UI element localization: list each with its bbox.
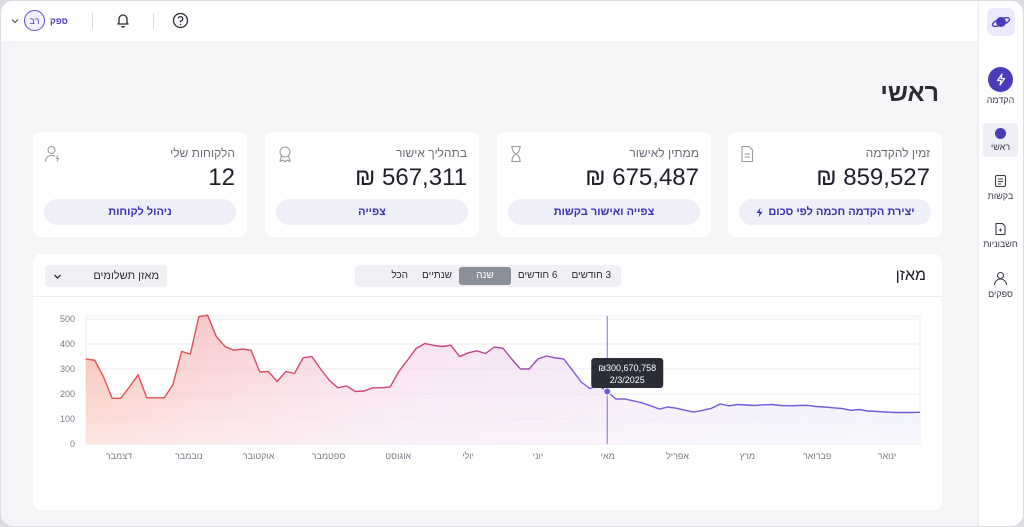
view-label: צפייה <box>358 206 386 218</box>
avatar[interactable]: רב <box>24 10 45 31</box>
divider <box>153 13 154 29</box>
balance-line <box>85 314 921 414</box>
hourglass-icon <box>511 145 521 163</box>
panel-divider <box>33 296 942 297</box>
x-tick-label: אוגוסט <box>385 451 411 461</box>
card-value: 12 <box>208 164 235 191</box>
x-tick-label: פברואר <box>803 451 831 461</box>
manage-clients-button[interactable]: ניהול לקוחות <box>44 199 236 225</box>
balance-panel: מאזן 3 חודשים 6 חודשים שנה שנתיים הכל מא… <box>33 254 942 510</box>
view-button[interactable]: צפייה <box>276 199 468 225</box>
balance-area-fade <box>86 315 920 444</box>
card-title: הלקוחות שלי <box>170 146 235 160</box>
page-title: ראשי <box>880 79 939 107</box>
sidebar: הקדמה ראשי בקשות חשבוניות ספקים <box>978 1 1023 526</box>
card-title: בתהליך אישור <box>396 146 467 160</box>
period-tabs: 3 חודשים 6 חודשים שנה שנתיים הכל <box>355 265 621 287</box>
y-tick-label: 100 <box>60 414 75 424</box>
document-icon <box>741 145 754 163</box>
card-title: זמין להקדמה <box>865 146 930 160</box>
card-value: 859,527 ₪ <box>816 164 930 191</box>
tab-year[interactable]: שנה <box>458 267 511 285</box>
balance-type-select[interactable]: מאזן תשלומים <box>45 265 167 287</box>
x-tick-label: אפריל <box>666 451 689 461</box>
balance-chart: 0 100 200 300 400 500 ינואר פברואר מרץ אפריל מאי י… <box>60 314 921 461</box>
x-tick-label: נובמבר <box>175 451 203 461</box>
bell-icon[interactable] <box>115 12 131 29</box>
view-approve-label: צפייה ואישור בקשות <box>553 206 655 218</box>
user-menu[interactable]: רב ספק <box>11 10 68 31</box>
tooltip-value: ₪300,670,758 <box>598 363 656 373</box>
y-tick-label: 500 <box>60 314 75 324</box>
divider <box>92 13 93 29</box>
y-tick-label: 400 <box>60 339 75 349</box>
manage-clients-label: ניהול לקוחות <box>108 206 172 218</box>
chevron-down-icon <box>11 18 19 23</box>
sidebar-item-label: חשבוניות <box>983 239 1018 249</box>
lightning-icon <box>988 67 1013 92</box>
chart-tooltip: ₪300,670,758 2/3/2025 <box>591 358 664 388</box>
user-name[interactable]: ספק <box>50 15 68 26</box>
sidebar-item-home[interactable]: ראשי <box>983 123 1018 157</box>
smart-advance-label: יצירת הקדמה חכמה לפי סכום <box>768 206 915 218</box>
y-tick-label: 200 <box>60 389 75 399</box>
user-icon <box>44 145 60 162</box>
tab-6-months[interactable]: 6 חודשים <box>517 270 558 281</box>
card-value: 567,311 ₪ <box>354 164 467 191</box>
sidebar-item-advance[interactable]: הקדמה <box>978 67 1023 105</box>
card-pending: ממתין לאישור 675,487 ₪ צפייה ואישור בקשו… <box>497 132 711 237</box>
sidebar-item-label: בקשות <box>987 191 1014 201</box>
tab-all[interactable]: הכל <box>391 270 409 281</box>
home-dot-icon <box>995 128 1006 139</box>
card-title: ממתין לאישור <box>629 146 699 160</box>
sidebar-item-label: הקדמה <box>986 95 1015 105</box>
lightning-icon <box>756 207 763 217</box>
hover-point <box>603 387 612 396</box>
x-tick-label: יוני <box>533 451 544 461</box>
x-tick-label: דצמבר <box>106 451 132 461</box>
balance-type-value: מאזן תשלומים <box>93 270 159 282</box>
x-tick-label: אוקטובר <box>243 451 275 461</box>
tab-two-years[interactable]: שנתיים <box>422 270 452 281</box>
sidebar-item-requests[interactable]: בקשות <box>978 174 1023 201</box>
requests-icon <box>994 174 1007 188</box>
sidebar-item-label: ספקים <box>988 289 1013 299</box>
help-icon[interactable] <box>172 12 189 29</box>
view-approve-requests-button[interactable]: צפייה ואישור בקשות <box>508 199 700 225</box>
chevron-down-icon <box>54 274 61 279</box>
planet-logo-icon <box>991 16 1011 28</box>
y-tick-label: 0 <box>70 439 75 449</box>
balance-title: מאזן <box>895 267 926 284</box>
award-icon <box>279 146 291 163</box>
smart-advance-button[interactable]: יצירת הקדמה חכמה לפי סכום <box>739 199 931 225</box>
y-tick-label: 300 <box>60 364 75 374</box>
card-value: 675,487 ₪ <box>585 164 699 191</box>
x-tick-label: יולי <box>462 451 474 461</box>
card-in-approval: בתהליך אישור 567,311 ₪ צפייה <box>265 132 479 237</box>
sidebar-item-invoices[interactable]: חשבוניות <box>978 222 1023 249</box>
card-available: זמין להקדמה 859,527 ₪ יצירת הקדמה חכמה ל… <box>728 132 942 237</box>
top-bar: רב ספק <box>1 1 1023 41</box>
app-logo[interactable] <box>987 8 1015 36</box>
tooltip-box <box>591 358 664 388</box>
sidebar-item-label: ראשי <box>990 142 1011 152</box>
x-tick-label: מאי <box>601 451 615 461</box>
invoice-icon <box>995 222 1006 236</box>
suppliers-icon <box>993 271 1008 286</box>
card-clients: הלקוחות שלי 12 ניהול לקוחות <box>33 132 247 237</box>
x-tick-label: ינואר <box>878 451 897 461</box>
sidebar-item-suppliers[interactable]: ספקים <box>978 271 1023 299</box>
x-tick-label: ספטמבר <box>312 451 346 461</box>
tab-3-months[interactable]: 3 חודשים <box>571 270 611 281</box>
tooltip-date: 2/3/2025 <box>610 375 645 385</box>
x-tick-label: מרץ <box>740 451 756 461</box>
